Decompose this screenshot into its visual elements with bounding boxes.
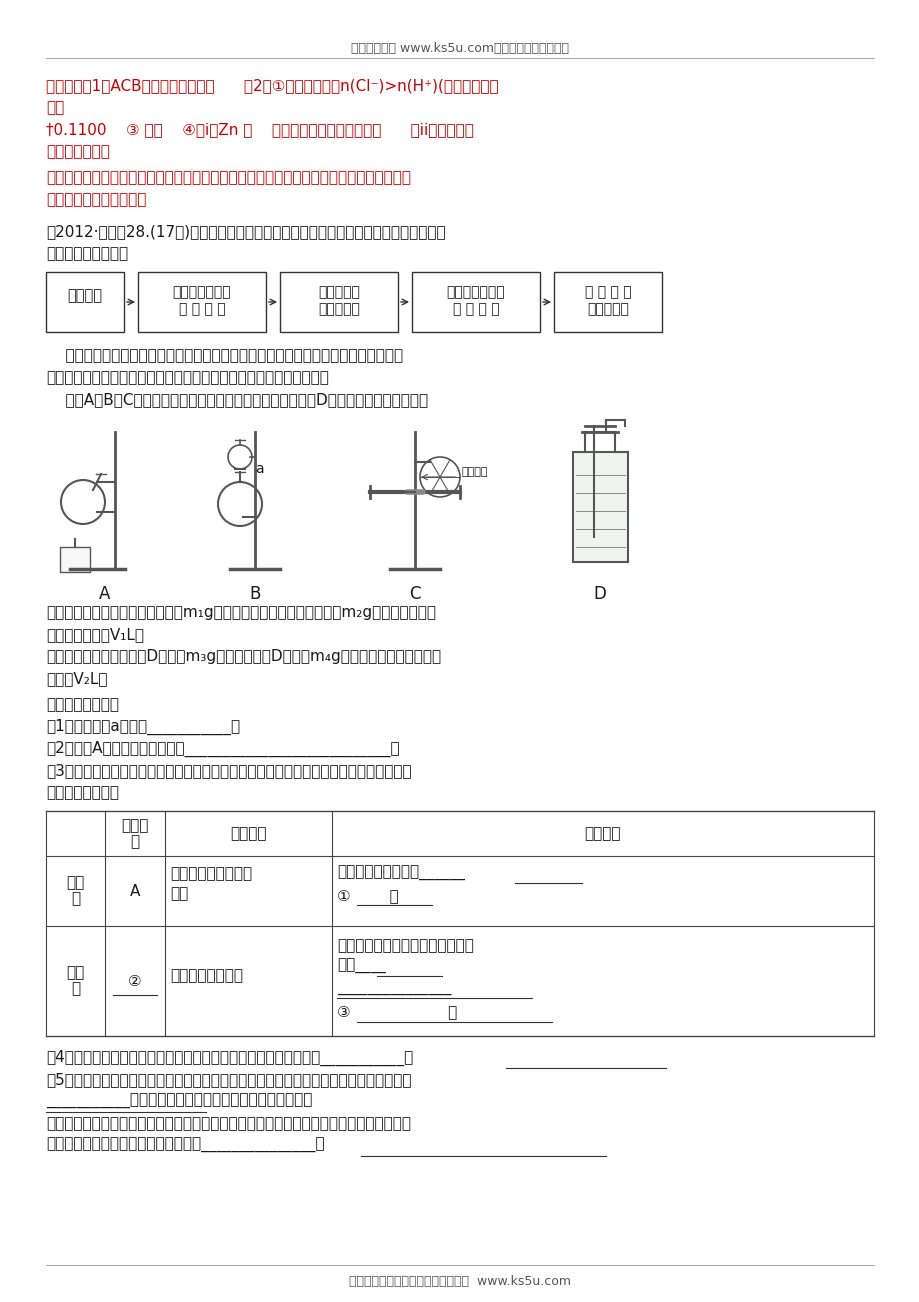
Text: 高考资源网（ www.ks5u.com），您身边的高考专家: 高考资源网（ www.ks5u.com），您身边的高考专家 [351,42,568,55]
Text: 装有足量干燥剂: 装有足量干燥剂 [173,285,231,298]
Text: 用：____: 用：____ [336,960,385,974]
Text: †0.1100    ③ 偏小    ④（i）Zn 粒    残余清液（按序写出两项）      （ii）装置内气: †0.1100 ③ 偏小 ④（i）Zn 粒 残余清液（按序写出两项） （ii）装… [46,122,473,137]
Text: 【答案】（1）ACB（按序写出三项）      （2）①残余清液中，n(Cl⁻)>n(H⁺)(或其他合理答: 【答案】（1）ACB（按序写出三项） （2）①残余清液中，n(Cl⁻)>n(H⁺… [46,78,498,92]
Text: 准状况下的体积V₁L。: 准状况下的体积V₁L。 [46,628,144,642]
Text: _______________: _______________ [336,980,451,995]
Text: 氢氧化馒、硫酸、硫: 氢氧化馒、硫酸、硫 [170,866,252,881]
Text: 【考点定位】本题考查了化学实验方案基本操作、实验的设计与评价等，重在考查学生的实: 【考点定位】本题考查了化学实验方案基本操作、实验的设计与评价等，重在考查学生的实 [46,171,411,185]
Text: 有空隔板: 有空隔板 [461,467,488,477]
Text: 甲小组测得，反应前氧化铜的质量m₁g、氧化铜反应后剩余固体的质量m₂g、生成氮气在标: 甲小组测得，反应前氧化铜的质量m₁g、氧化铜反应后剩余固体的质量m₂g、生成氮气… [46,605,436,620]
Text: ②: ② [128,974,142,988]
Text: 欢迎广大教师踊跃来稿，稿酬丰厚。  www.ks5u.com: 欢迎广大教师踊跃来稿，稿酬丰厚。 www.ks5u.com [348,1275,571,1288]
Text: 装有氧化铜: 装有氧化铜 [318,285,359,298]
Text: 出了合理的实验结果。该药品的名称是_______________。: 出了合理的实验结果。该药品的名称是_______________。 [46,1138,324,1154]
Text: 的体积V₂L。: 的体积V₂L。 [46,671,108,686]
Text: 用化学平衡原理分析氢氧化馒的作: 用化学平衡原理分析氢氧化馒的作 [336,937,473,953]
Text: 测 定 生 成: 测 定 生 成 [584,285,630,298]
Text: 装有足量浓硫酸: 装有足量浓硫酸 [447,285,505,298]
Text: 组: 组 [71,982,80,996]
Text: A: A [99,585,110,603]
Text: 甲小: 甲小 [66,875,85,891]
Text: 装置，立即加热氧化铜。反应完毕后，黑色的氧化铜转化为红色的铜。: 装置，立即加热氧化铜。反应完毕后，黑色的氧化铜转化为红色的铜。 [46,370,328,385]
Text: 下图A、B、C为甲、乙两小组制取氨气时可能用到的装置，D为盛有浓硫酸的洗气瓶。: 下图A、B、C为甲、乙两小组制取氨气时可能用到的装置，D为盛有浓硫酸的洗气瓶。 [46,392,427,408]
Text: 组: 组 [71,892,80,906]
Text: 设计如下实验流程：: 设计如下实验流程： [46,246,128,260]
Text: 实验中，先用制的的氨气排尽洗气瓶前所有装置中的空气，再连接洗气瓶和气体收集: 实验中，先用制的的氨气排尽洗气瓶前所有装置中的空气，再连接洗气瓶和气体收集 [46,348,403,363]
FancyBboxPatch shape [60,547,90,572]
Text: 体尚未冷至室温: 体尚未冷至室温 [46,145,109,159]
Text: （3）甲、乙两小组选择了不同的方法制取氨气，请将实验装置的字母编号和制备原理填写: （3）甲、乙两小组选择了不同的方法制取氨气，请将实验装置的字母编号和制备原理填写 [46,763,411,779]
Text: 请回答下列问题：: 请回答下列问题： [46,697,119,712]
Text: ①        。: ① 。 [336,888,398,904]
Text: （1）写出件器a的名称___________。: （1）写出件器a的名称___________。 [46,719,240,736]
Text: 实验装: 实验装 [121,818,149,833]
Text: 乙小组测得，洗气前装置D的质量m₃g、洗气后装置D的质量m₄g、生成氮气在标准状况下: 乙小组测得，洗气前装置D的质量m₃g、洗气后装置D的质量m₄g、生成氮气在标准状… [46,648,440,664]
Text: ___________。为此，乙小组在有实验的基础上增加了一个: ___________。为此，乙小组在有实验的基础上增加了一个 [46,1094,312,1109]
Text: a: a [255,462,264,477]
Bar [573,452,628,562]
Text: 的硬质玻管: 的硬质玻管 [318,302,359,316]
Bar [279,272,398,332]
Text: 浓氨水、氧氧化馒: 浓氨水、氧氧化馒 [170,969,243,983]
Text: 制备原理: 制备原理 [584,825,620,841]
Text: 验能力和数据处理能力。: 验能力和数据处理能力。 [46,191,146,207]
Text: 实验药品: 实验药品 [230,825,267,841]
Text: 的 干 燥 管: 的 干 燥 管 [178,302,225,316]
Text: （2012·四川）28.(17分)甲、乙两个研究性学习小组为测定氨分子中氮、氢原子个数比，: （2012·四川）28.(17分)甲、乙两个研究性学习小组为测定氨分子中氮、氢原… [46,224,445,240]
Text: 制取氨气: 制取氨气 [67,289,102,303]
Text: 氨气的体积: 氨气的体积 [586,302,629,316]
Text: 在下表的空格中。: 在下表的空格中。 [46,785,119,799]
Text: 的 洗 气 瓶: 的 洗 气 瓶 [452,302,499,316]
Text: D: D [593,585,606,603]
Text: （4）甲小组用所测得数据计算出氨分子中氮、氢的原子个数之比为___________。: （4）甲小组用所测得数据计算出氨分子中氮、氢的原子个数之比为__________… [46,1049,413,1066]
Text: C: C [409,585,420,603]
Text: A: A [130,884,140,898]
Bar [46,272,124,332]
Text: 酸铵: 酸铵 [170,885,188,901]
Text: 案）: 案） [46,100,64,115]
Text: 置: 置 [130,835,140,849]
Text: （5）乙小组用所测得数据计算出氨分子中氮、氢的原子个数比明显小于理论値，其原因是: （5）乙小组用所测得数据计算出氨分子中氮、氢的原子个数比明显小于理论値，其原因是 [46,1072,411,1087]
Text: ③                    。: ③ 。 [336,1004,457,1019]
Bar [138,272,266,332]
Text: 装有某药品的实验件器，重新实验。根据实验前后该药品的质量变化及生成氮气的体积，得: 装有某药品的实验件器，重新实验。根据实验前后该药品的质量变化及生成氮气的体积，得 [46,1116,411,1131]
Text: 乙小: 乙小 [66,966,85,980]
Text: 反应的化学方程式为______: 反应的化学方程式为______ [336,866,464,881]
Text: （2）检查A装置气密性的操作是___________________________。: （2）检查A装置气密性的操作是_________________________… [46,741,399,758]
Bar [412,272,539,332]
Bar [553,272,662,332]
Text: B: B [249,585,260,603]
